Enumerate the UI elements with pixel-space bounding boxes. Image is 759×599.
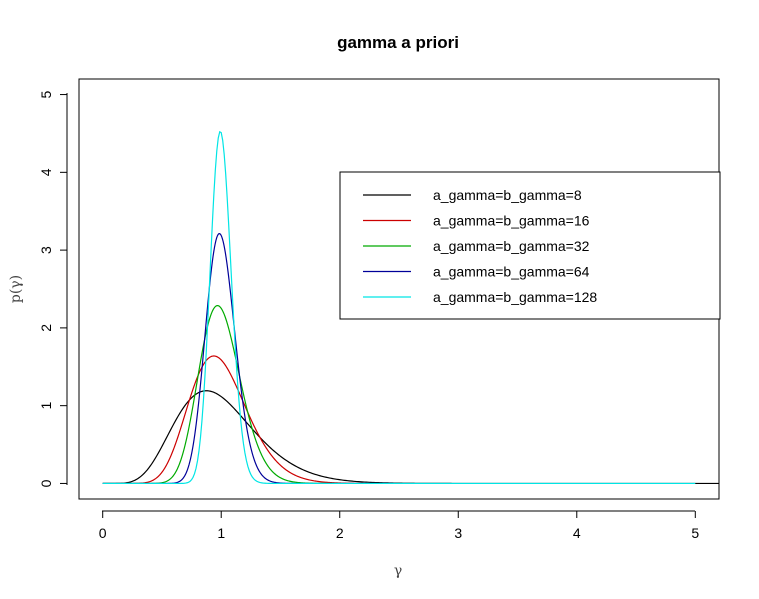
series-group — [102, 130, 719, 485]
x-ticks: 0 1 2 3 4 5 — [99, 511, 699, 541]
series-line — [102, 304, 340, 485]
series-line — [102, 130, 696, 485]
chart-title: gamma a priori — [337, 33, 459, 52]
series-line — [102, 355, 364, 485]
legend-label: a_gamma=b_gamma=16 — [433, 213, 590, 229]
legend-label: a_gamma=b_gamma=8 — [433, 187, 582, 203]
y-ticks: 0 1 2 3 4 5 — [38, 90, 67, 487]
x-axis-label: γ — [394, 563, 402, 579]
y-tick-label: 0 — [38, 479, 54, 487]
y-tick-label: 5 — [38, 90, 54, 98]
y-tick-label: 3 — [38, 246, 54, 254]
legend-label: a_gamma=b_gamma=64 — [433, 264, 590, 280]
legend: a_gamma=b_gamma=8 a_gamma=b_gamma=16 a_gam… — [339, 171, 721, 320]
y-axis-label: p(γ) — [8, 275, 24, 303]
x-tick-label: 0 — [99, 525, 107, 541]
x-tick-label: 5 — [691, 525, 699, 541]
x-tick-label: 4 — [573, 525, 581, 541]
y-tick-label: 4 — [38, 168, 54, 176]
x-tick-label: 2 — [336, 525, 344, 541]
y-tick-label: 2 — [38, 324, 54, 332]
y-tick-label: 1 — [38, 402, 54, 410]
x-tick-label: 1 — [217, 525, 225, 541]
x-tick-label: 3 — [454, 525, 462, 541]
legend-label: a_gamma=b_gamma=32 — [433, 238, 590, 254]
legend-label: a_gamma=b_gamma=128 — [433, 289, 597, 305]
